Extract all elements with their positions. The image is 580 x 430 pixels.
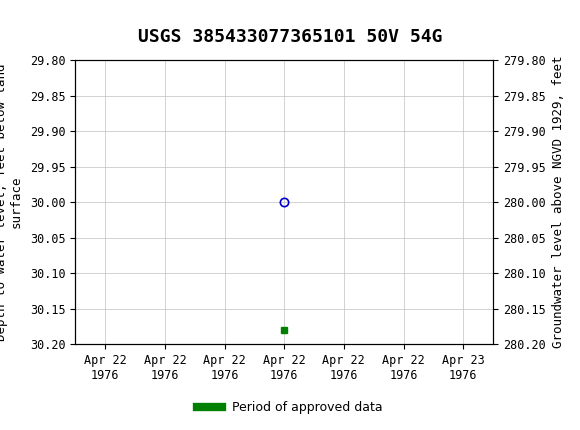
Text: ≋: ≋ <box>3 7 24 31</box>
Text: USGS: USGS <box>41 9 88 28</box>
Y-axis label: Depth to water level, feet below land
surface: Depth to water level, feet below land su… <box>0 63 23 341</box>
Text: USGS 385433077365101 50V 54G: USGS 385433077365101 50V 54G <box>138 28 442 46</box>
Legend: Period of approved data: Period of approved data <box>192 396 388 419</box>
Y-axis label: Groundwater level above NGVD 1929, feet: Groundwater level above NGVD 1929, feet <box>552 56 566 348</box>
